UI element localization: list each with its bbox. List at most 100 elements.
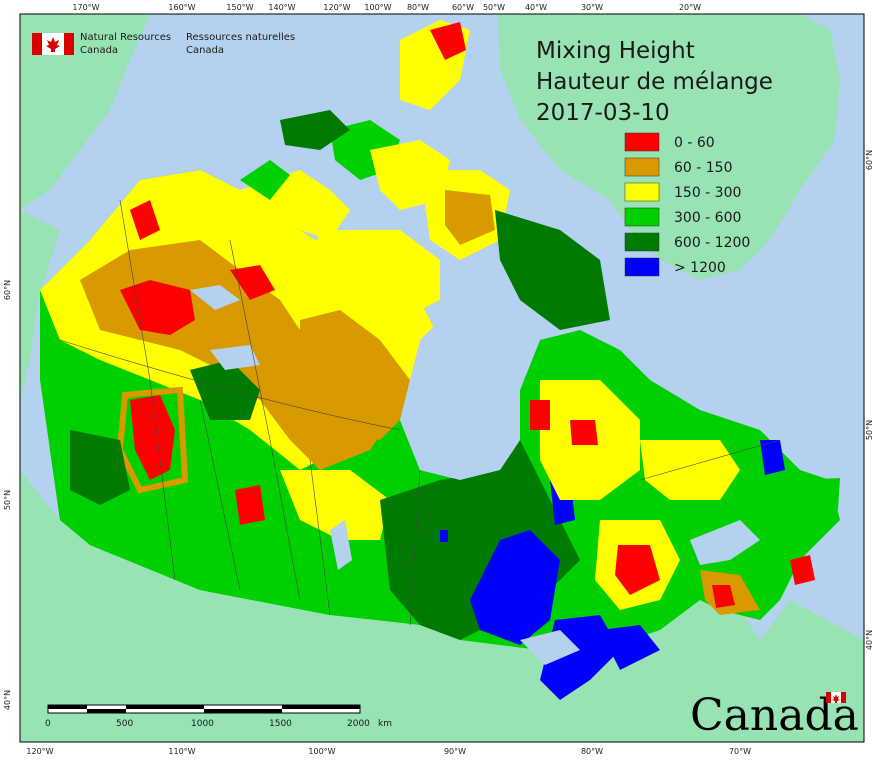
zone-0-60-quebec: [570, 420, 598, 445]
graticule-left-labels: 60°N 50°N 40°N: [3, 280, 12, 710]
graticule-top-label: 160°W: [168, 3, 195, 12]
alaska-west-landmass: [20, 210, 60, 400]
legend: 0 - 60 60 - 150 150 - 300 300 - 600 600 - 12…: [624, 132, 750, 277]
zone-150-300-nunavut: [310, 230, 440, 320]
zone-150-300-labrador: [640, 440, 740, 500]
graticule-top-labels: 170°W 160°W 150°W 140°W 120°W 100°W 80°W 60°W 50…: [72, 3, 701, 12]
zone-0-60-northwest: [130, 200, 160, 240]
legend-swatch: [624, 182, 660, 202]
graticule-top-label: 20°W: [679, 3, 701, 12]
graticule-right-label: 50°N: [865, 420, 874, 440]
graticule-bottom-label: 90°W: [444, 747, 466, 756]
alaska-north-landmass: [20, 14, 150, 210]
map-title: Mixing Height Hauteur de mélange 2017-03…: [536, 38, 773, 126]
graticule-top-label: 150°W: [226, 3, 253, 12]
zone-gt-1200-spot: [440, 530, 448, 542]
zone-300-600-newfoundland: [800, 478, 840, 512]
graticule-right-label: 60°N: [865, 150, 874, 170]
scale-bar-segment: [204, 709, 282, 713]
graticule-top-label: 170°W: [72, 3, 99, 12]
great-lakes: [520, 630, 580, 665]
usa-landmass: [20, 470, 864, 742]
title-line1: Mixing Height: [536, 38, 695, 64]
legend-label: 600 - 1200: [674, 235, 750, 251]
zone-0-60-northwest: [230, 265, 275, 300]
agency-block: Natural Resources Canada Ressources natu…: [32, 32, 295, 56]
agency-en-line2: Canada: [80, 45, 118, 56]
title-line2: Hauteur de mélange: [536, 69, 773, 95]
graticule-top-label: 50°W: [483, 3, 505, 12]
agency-fr-line1: Ressources naturelles: [186, 32, 295, 43]
graticule-left-label: 60°N: [3, 280, 12, 300]
legend-swatch: [624, 207, 660, 227]
zone-150-300-manitoba: [280, 470, 390, 540]
zone-gt-1200-ontario: [470, 530, 560, 645]
baffin-orange-zone: [445, 190, 495, 245]
title-date: 2017-03-10: [536, 100, 670, 126]
zone-0-60-northwest: [120, 280, 195, 335]
legend-label: 150 - 300: [674, 185, 741, 201]
zone-gt-1200-labrador-coast: [760, 440, 785, 475]
graticule-right-label: 40°N: [865, 630, 874, 650]
boundaries: [59, 199, 781, 626]
hudson-bay: [400, 300, 540, 480]
zone-0-60-quebec: [530, 400, 550, 430]
graticule-top-label: 140°W: [268, 3, 295, 12]
greenland-landmass: [498, 14, 840, 280]
scale-tick-1000: 1000: [191, 719, 214, 729]
scale-unit: km: [378, 719, 392, 729]
scale-bar: 0 500 1000 1500 2000 km: [45, 704, 392, 729]
graticule-left-label: 50°N: [3, 490, 12, 510]
arctic-island: [280, 110, 350, 150]
lake-winnipeg: [330, 520, 352, 570]
graticule-bottom-label: 120°W: [26, 747, 53, 756]
zone-600-1200-sask: [190, 360, 260, 420]
legend-swatch: [624, 157, 660, 177]
zone-0-60-sask: [235, 485, 265, 525]
zone-0-60-newfoundland: [790, 555, 815, 585]
graticule-bottom-label: 70°W: [729, 747, 751, 756]
baffin-island-south: [495, 210, 610, 330]
zone-0-60-southquebec: [615, 545, 660, 595]
legend-label: 0 - 60: [674, 135, 715, 151]
legend-label: > 1200: [674, 260, 726, 276]
graticule-bottom-label: 110°W: [168, 747, 195, 756]
graticule-left-label: 40°N: [3, 690, 12, 710]
legend-label: 300 - 600: [674, 210, 741, 226]
agency-fr-line2: Canada: [186, 45, 224, 56]
canada-flag-icon: [32, 33, 74, 55]
scale-tick-0: 0: [45, 719, 51, 729]
legend-swatch: [624, 257, 660, 277]
scale-tick-2000: 2000: [347, 719, 370, 729]
graticule-right-labels: 60°N 50°N 40°N: [865, 150, 874, 650]
graticule-bottom-label: 100°W: [308, 747, 335, 756]
canada-wordmark: Canada: [690, 690, 859, 741]
agency-en-line1: Natural Resources: [80, 32, 171, 43]
legend-label: 60 - 150: [674, 160, 733, 176]
graticule-bottom-labels: 120°W 110°W 100°W 90°W 80°W 70°W: [26, 747, 751, 756]
great-bear-lake: [190, 285, 240, 310]
ellesmere-red-zone: [430, 22, 466, 60]
scale-bar-segment: [87, 709, 126, 713]
gulf-st-lawrence: [690, 520, 760, 565]
arctic-island: [240, 160, 290, 200]
graticule-top-label: 30°W: [581, 3, 603, 12]
graticule-bottom-label: 80°W: [581, 747, 603, 756]
great-slave-lake: [210, 345, 260, 370]
scale-tick-500: 500: [116, 719, 133, 729]
zone-60-150-hudson: [300, 310, 410, 440]
wordmark-flag-icon: [826, 692, 846, 703]
graticule-top-label: 100°W: [364, 3, 391, 12]
legend-swatch: [624, 232, 660, 252]
zone-600-1200-bc: [70, 430, 130, 505]
zone-60-150-alberta: [116, 386, 189, 494]
zone-0-60-alberta: [130, 395, 175, 480]
zone-0-60-maritimes: [712, 585, 735, 608]
map-border: [19, 13, 865, 743]
graticule-top-label: 120°W: [323, 3, 350, 12]
graticule-top-label: 80°W: [407, 3, 429, 12]
scale-tick-1500: 1500: [269, 719, 292, 729]
graticule-top-label: 60°W: [452, 3, 474, 12]
